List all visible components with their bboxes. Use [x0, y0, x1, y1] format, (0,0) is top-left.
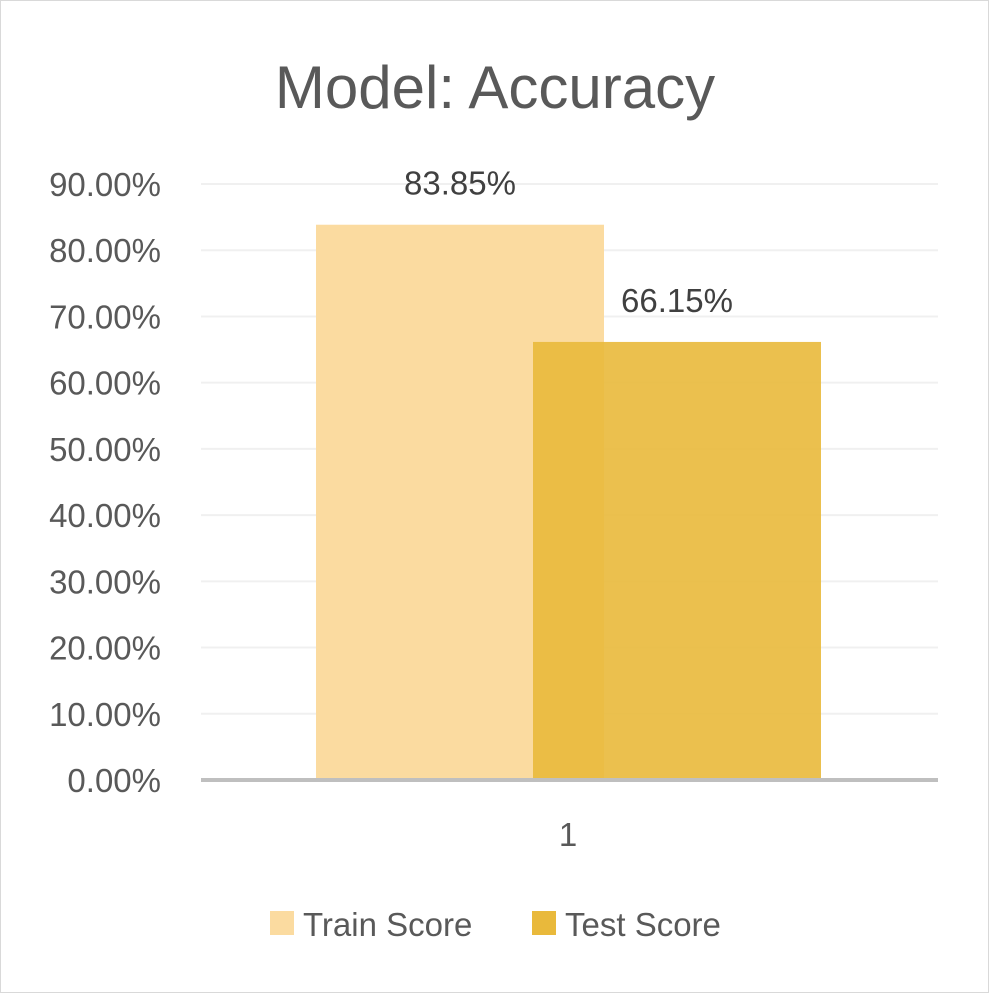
data-label-test-score: 66.15% — [621, 282, 733, 319]
y-tick-label: 40.00% — [49, 497, 161, 534]
x-tick-label: 1 — [559, 816, 577, 853]
y-tick-label: 10.00% — [49, 696, 161, 733]
legend-swatch-test-score — [532, 911, 556, 935]
y-tick-label: 20.00% — [49, 630, 161, 667]
legend: Train Score Test Score — [270, 906, 721, 943]
legend-label-train-score: Train Score — [303, 906, 472, 943]
y-tick-label: 30.00% — [49, 563, 161, 600]
x-axis-tick-labels: 1 — [559, 816, 577, 853]
bars — [316, 224, 821, 780]
data-label-train-score: 83.85% — [404, 165, 516, 202]
y-tick-label: 50.00% — [49, 431, 161, 468]
y-tick-label: 0.00% — [67, 762, 161, 799]
y-tick-label: 70.00% — [49, 298, 161, 335]
chart-title: Model: Accuracy — [275, 54, 715, 121]
legend-label-test-score: Test Score — [565, 906, 721, 943]
y-axis-tick-labels: 0.00% 10.00% 20.00% 30.00% 40.00% 50.00% 60.00… — [49, 166, 161, 799]
y-tick-label: 90.00% — [49, 166, 161, 203]
legend-swatch-train-score — [270, 911, 294, 935]
bar-test-score — [533, 341, 821, 780]
data-labels: 83.85% 66.15% — [404, 165, 733, 319]
y-tick-label: 80.00% — [49, 232, 161, 269]
y-tick-label: 60.00% — [49, 365, 161, 402]
